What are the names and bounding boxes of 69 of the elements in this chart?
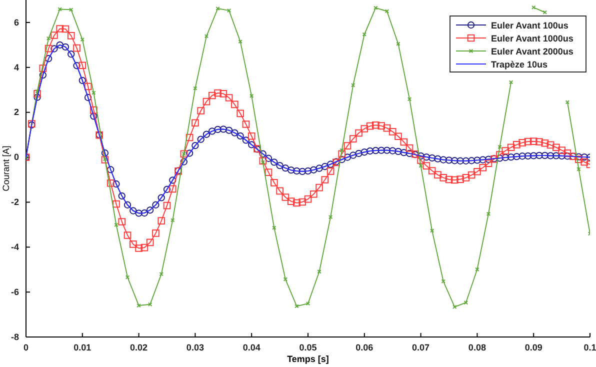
point — [532, 5, 536, 10]
point — [441, 279, 446, 284]
point — [283, 277, 288, 282]
y-tick-label: -2 — [10, 197, 19, 208]
point — [498, 144, 502, 150]
point — [170, 218, 175, 222]
y-tick-label: -8 — [10, 332, 19, 342]
point — [80, 37, 84, 42]
y-tick-label: -6 — [10, 286, 19, 297]
point — [452, 304, 457, 309]
x-axis-title: Temps [s] — [287, 354, 329, 364]
point — [238, 39, 242, 44]
x-tick-label: 0.05 — [299, 342, 317, 352]
point — [374, 6, 378, 10]
point — [486, 212, 491, 216]
point — [148, 302, 152, 307]
x-tick-label: 0.06 — [356, 342, 374, 352]
point — [250, 94, 254, 98]
point — [384, 9, 390, 14]
point — [508, 80, 514, 84]
point — [396, 42, 400, 46]
point — [294, 304, 299, 308]
point — [565, 100, 570, 104]
y-tick-label: 0 — [14, 152, 19, 162]
point — [340, 148, 344, 152]
x-tick-label: 0.08 — [468, 342, 486, 352]
legend-label: Euler Avant 2000us — [491, 46, 574, 56]
point — [475, 267, 480, 272]
point — [576, 167, 581, 172]
x-tick-label: 0 — [23, 342, 29, 352]
x-tick-label: 0.04 — [242, 342, 260, 352]
point — [193, 86, 198, 90]
x-tick-label: 0.09 — [524, 342, 542, 352]
point — [216, 6, 220, 11]
point — [317, 270, 322, 274]
point — [464, 300, 468, 305]
legend-label: Euler Avant 1000us — [491, 34, 574, 44]
point — [306, 301, 310, 306]
y-tick-label: 4 — [14, 62, 19, 72]
point — [272, 226, 276, 230]
point — [418, 164, 423, 168]
point — [542, 10, 547, 14]
point — [92, 90, 96, 95]
point — [204, 34, 209, 38]
point — [362, 32, 366, 36]
point — [328, 214, 333, 220]
point — [114, 222, 118, 227]
x-tick-label: 0.03 — [186, 342, 204, 352]
legend-label: Euler Avant 100us — [491, 20, 568, 30]
x-tick-label: 0.1 — [584, 342, 596, 352]
point — [46, 36, 51, 41]
y-tick-label: -4 — [10, 242, 19, 252]
point — [226, 8, 232, 13]
x-tick-label: 0.07 — [412, 342, 430, 352]
y-tick-label: 6 — [14, 17, 19, 28]
x-tick-label: 0.01 — [74, 342, 92, 352]
point — [58, 7, 62, 12]
point — [351, 83, 356, 88]
x-tick-label: 0.02 — [130, 342, 148, 352]
point — [136, 303, 141, 308]
point — [159, 272, 164, 276]
point — [35, 89, 40, 94]
point — [69, 8, 74, 12]
y-tick-label: 2 — [14, 107, 19, 118]
point — [407, 96, 412, 102]
y-axis-title: Courant [A] — [1, 146, 11, 192]
point — [125, 275, 130, 280]
point — [430, 228, 434, 233]
legend-label: Trapèze 10us — [491, 60, 548, 70]
